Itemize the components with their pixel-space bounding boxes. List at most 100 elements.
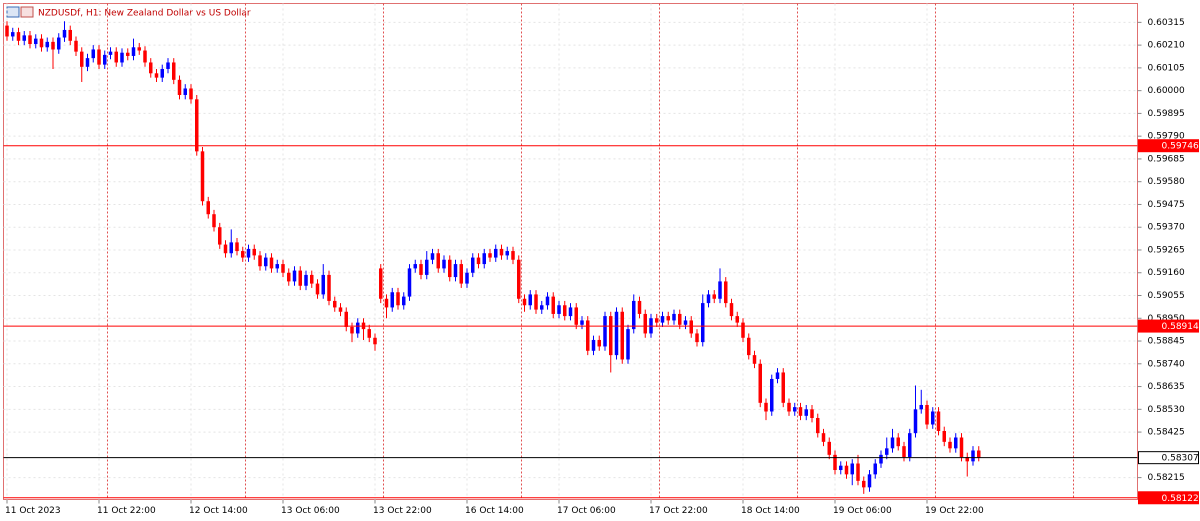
candle-body [39,38,44,48]
y-tick-label: 0.59895 [1148,109,1185,119]
grid [3,3,1138,500]
candle-body [752,355,757,364]
candle-body [310,274,314,284]
y-tick-label: 0.59580 [1148,177,1185,187]
candle-body [120,52,124,63]
candle-body [327,274,331,301]
candle-body [34,38,38,45]
candle-body [672,313,676,321]
candle-body [482,253,486,265]
x-tick-label: 19 Oct 22:00 [925,506,984,516]
x-tick-label: 13 Oct 06:00 [281,506,340,516]
candle-body [252,248,256,256]
candle-body [241,251,245,258]
candle-body [844,465,849,475]
candle-body [879,454,883,464]
candle-body [718,281,722,299]
candle-body [781,372,785,403]
candle-body [971,450,975,462]
candle-body [965,457,969,462]
candle-body [166,62,170,69]
candle-body [476,257,481,265]
candle-body [735,316,739,323]
candle-body [16,32,21,41]
candle-body [229,242,233,254]
candles [3,21,1138,499]
y-tick-label: 0.58845 [1148,337,1185,347]
candle-body [379,268,383,299]
y-tick-label: 0.58425 [1148,428,1185,438]
candle-body [701,303,705,343]
candle-body [396,292,400,306]
candle-body [304,274,308,286]
y-tick-label: 0.60105 [1148,63,1185,73]
candle-body [68,29,72,41]
x-tick-label: 13 Oct 22:00 [373,506,432,516]
candle-body [804,409,808,416]
candle-body [465,272,469,284]
candle-body [137,47,141,51]
candle-body [177,79,182,95]
candle-body [114,51,118,63]
candle-body [741,322,745,338]
candle-body [597,339,601,347]
candle-body [367,329,371,338]
candle-body [85,58,90,67]
y-tick-label: 0.60210 [1148,41,1185,51]
y-tick-label: 0.58215 [1148,473,1185,483]
price-level-box [1138,139,1199,153]
candle-body [839,465,843,471]
candle-body [80,51,84,67]
y-tick-label: 0.59790 [1148,132,1185,142]
icon-box [20,6,34,18]
candle-body [798,407,803,416]
price-level-box [1138,319,1199,333]
candle-body [637,300,642,314]
candle-body [931,411,935,425]
candle-body [74,40,78,52]
candle-body [867,474,872,488]
candle-body [471,257,475,273]
candle-body [453,264,458,278]
candle-body [154,73,159,78]
candle-body [557,305,561,314]
candle-body [189,88,193,100]
candle-body [793,407,797,412]
candle-body [269,257,274,269]
price-level-label: 0.58122 [1162,494,1199,504]
candle-body [913,409,918,434]
candle-body [183,88,187,95]
candle-body [264,257,268,267]
candle-body [200,151,205,202]
candle-body [580,320,584,325]
candle-body [488,253,492,258]
candle-body [908,433,912,458]
x-tick-label: 17 Oct 22:00 [649,506,708,516]
candle-body [97,49,101,65]
symbol-icon [6,6,34,18]
candle-body [292,270,297,282]
y-tick-label: 0.60000 [1148,86,1185,96]
candle-body [626,329,630,360]
candle-body [747,337,751,356]
candle-body [540,305,544,310]
candle-body [890,437,895,449]
candle-body [827,441,831,455]
candle-body [948,441,952,449]
candle-body [551,296,555,314]
candle-body [258,255,262,267]
y-tick-label: 0.59055 [1148,291,1185,301]
candle-body [666,316,670,321]
candle-body [212,214,216,228]
candle-body [977,450,981,458]
candle-body [218,227,222,245]
candle-body [614,311,619,356]
candle-body [534,294,538,310]
y-tick-label: 0.60315 [1148,18,1185,28]
candle-body [149,62,153,74]
x-tick-label: 17 Oct 06:00 [557,506,616,516]
icon-box [6,6,20,18]
candle-body [902,446,906,458]
candle-body [91,49,95,59]
